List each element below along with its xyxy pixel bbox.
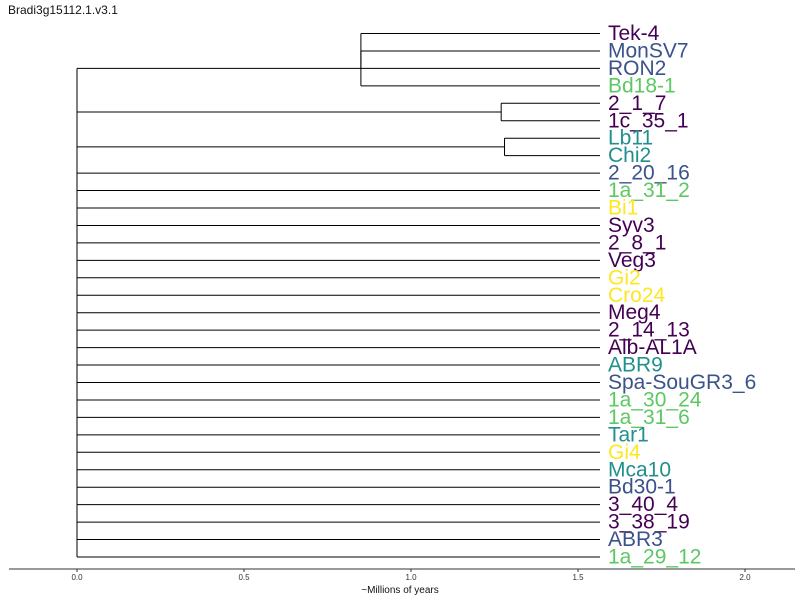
leaf-label: Spa-SouGR3_6 <box>608 371 756 394</box>
x-axis-title: ~Millions of years <box>361 585 439 596</box>
leaf-label: Gi2 <box>608 266 641 289</box>
leaf-label: ABR9 <box>608 354 663 377</box>
leaf-label: 1a_31_6 <box>608 406 690 429</box>
leaf-label: Bd18-1 <box>608 74 676 97</box>
x-axis-tick-label: 2.0 <box>739 573 751 582</box>
leaf-label: Syv3 <box>608 214 655 237</box>
leaf-labels: Tek-4MonSV7RON2Bd18-12_1_71c_35_1Lb11Chi… <box>608 22 756 569</box>
leaf-label: Lb11 <box>608 127 653 150</box>
leaf-label: MonSV7 <box>608 39 689 62</box>
x-axis-tick-label: 1.5 <box>572 573 584 582</box>
leaf-label: Alb-AL1A <box>608 336 697 359</box>
leaf-label: Gi4 <box>608 441 641 464</box>
x-axis-tick-label: 0.0 <box>71 573 83 582</box>
leaf-label: Tek-4 <box>608 22 660 45</box>
leaf-label: RON2 <box>608 57 666 80</box>
leaf-label: Tar1 <box>608 423 649 446</box>
x-axis: 0.0 0.5 1.0 1.5 2.0 ~Millions of years <box>9 568 795 596</box>
leaf-label: 3_38_19 <box>608 511 690 534</box>
leaf-label: 1a_30_24 <box>608 388 702 411</box>
x-axis-tick-label: 0.5 <box>238 573 250 582</box>
leaf-label: Bi1 <box>608 197 638 220</box>
x-axis-tick-label: 1.0 <box>405 573 417 582</box>
x-axis-ticks: 0.0 0.5 1.0 1.5 2.0 <box>71 569 751 582</box>
leaf-label: 2_20_16 <box>608 162 690 185</box>
dendrogram-branches <box>76 33 600 558</box>
leaf-label: 1c_35_1 <box>608 109 689 132</box>
leaf-label: 2_14_13 <box>608 319 690 342</box>
leaf-label: 2_8_1 <box>608 231 666 254</box>
leaf-label: ABR3 <box>608 528 663 551</box>
leaf-label: 1a_31_2 <box>608 179 690 202</box>
leaf-label: 3_40_4 <box>608 493 678 516</box>
leaf-label: Veg3 <box>608 249 656 272</box>
leaf-label: Cro24 <box>608 284 666 307</box>
leaf-label: Chi2 <box>608 144 651 167</box>
leaf-label: Meg4 <box>608 301 661 324</box>
leaf-label: 2_1_7 <box>608 92 666 115</box>
leaf-label: Bd30-1 <box>608 476 676 499</box>
page-title: Bradi3g15112.1.v3.1 <box>8 3 118 17</box>
leaf-label: Mca10 <box>608 458 671 481</box>
leaf-label: 1a_29_12 <box>608 546 701 569</box>
